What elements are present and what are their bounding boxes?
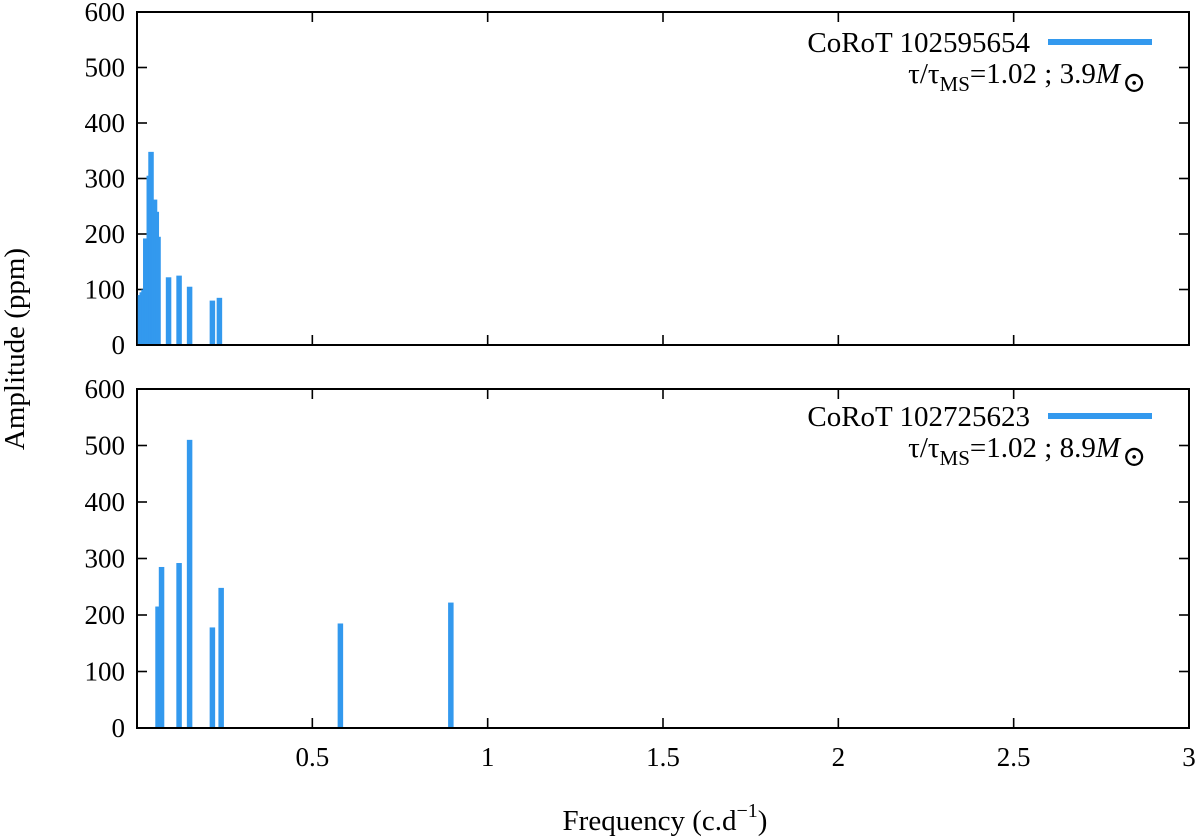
top-sun-symbol: ⊙: [1122, 67, 1146, 99]
y-tick-label: 0: [112, 713, 126, 743]
x-tick-label: 1.5: [646, 742, 680, 772]
y-tick-label: 200: [85, 219, 126, 249]
bottom-panel-x-ticks: 0.5 1 1.5 2 2.5 3: [295, 742, 1195, 772]
top-panel-legend-label: CoRoT 102595654: [807, 27, 1030, 59]
bar: [209, 300, 216, 344]
y-tick-label: 400: [85, 108, 126, 138]
bar: [176, 275, 182, 344]
top-mass: M: [1095, 58, 1122, 90]
bottom-panel-legend: CoRoT 102725623 τ/τMS=1.02 ; 8.9M ⊙: [807, 401, 1152, 473]
bar: [186, 286, 193, 344]
x-axis-title-sup: −1: [736, 800, 757, 822]
bar: [337, 623, 344, 727]
bottom-rest: =1.02 ; 8.9: [970, 432, 1096, 464]
bottom-panel-y-ticks: 0 100 200 300 400 500 600: [85, 374, 1190, 743]
bar: [158, 566, 165, 727]
x-tick-label: 3: [1182, 742, 1196, 772]
bar: [155, 236, 161, 344]
top-rest: =1.02 ; 3.9: [970, 58, 1096, 90]
bar: [176, 563, 182, 727]
bar: [186, 439, 193, 727]
bar: [209, 627, 216, 727]
y-tick-label: 100: [85, 275, 126, 305]
bar: [155, 606, 161, 727]
bottom-panel: 0 100 200 300 400 500 600 0.5 1 1.5 2 2.5 3 CoRoT 1…: [85, 374, 1196, 772]
x-tick-label: 1: [481, 742, 495, 772]
top-panel-y-ticks: 0 100 200 300 400 500 600: [85, 0, 1190, 360]
top-ms: MS: [940, 72, 970, 96]
bottom-tau: τ/τ: [908, 432, 940, 464]
y-tick-label: 200: [85, 600, 126, 630]
y-tick-label: 600: [85, 374, 126, 404]
bottom-panel-bars: [155, 439, 454, 727]
y-tick-label: 500: [85, 431, 126, 461]
bottom-panel-legend-label: CoRoT 102725623: [807, 401, 1030, 433]
top-panel-legend: CoRoT 102595654 τ/τMS=1.02 ; 3.9M ⊙: [807, 27, 1152, 99]
y-axis-title: Amplitude (ppm): [0, 248, 31, 450]
x-tick-label: 0.5: [295, 742, 329, 772]
bar: [165, 277, 172, 344]
y-tick-label: 600: [85, 0, 126, 27]
y-tick-label: 300: [85, 164, 126, 194]
y-tick-label: 500: [85, 53, 126, 83]
x-axis-title-end: ): [758, 805, 768, 837]
x-axis-title: Frequency (c.d−1): [563, 800, 768, 837]
y-tick-label: 0: [112, 330, 126, 360]
y-tick-label: 300: [85, 544, 126, 574]
bar: [218, 587, 224, 727]
x-tick-label: 2.5: [997, 742, 1031, 772]
x-axis-title-main: Frequency (c.d: [563, 805, 737, 837]
y-tick-label: 400: [85, 487, 126, 517]
bottom-panel-params: τ/τMS=1.02 ; 8.9M: [908, 432, 1122, 470]
top-tau: τ/τ: [908, 58, 940, 90]
bar: [216, 297, 223, 344]
x-tick-label: 2: [832, 742, 846, 772]
top-panel-bars: [137, 151, 223, 344]
bar: [448, 602, 454, 727]
bottom-sun-symbol: ⊙: [1122, 441, 1146, 473]
bottom-mass: M: [1095, 432, 1122, 464]
top-panel-params: τ/τMS=1.02 ; 3.9M: [908, 58, 1122, 96]
bottom-ms: MS: [940, 446, 970, 470]
y-tick-label: 100: [85, 657, 126, 687]
